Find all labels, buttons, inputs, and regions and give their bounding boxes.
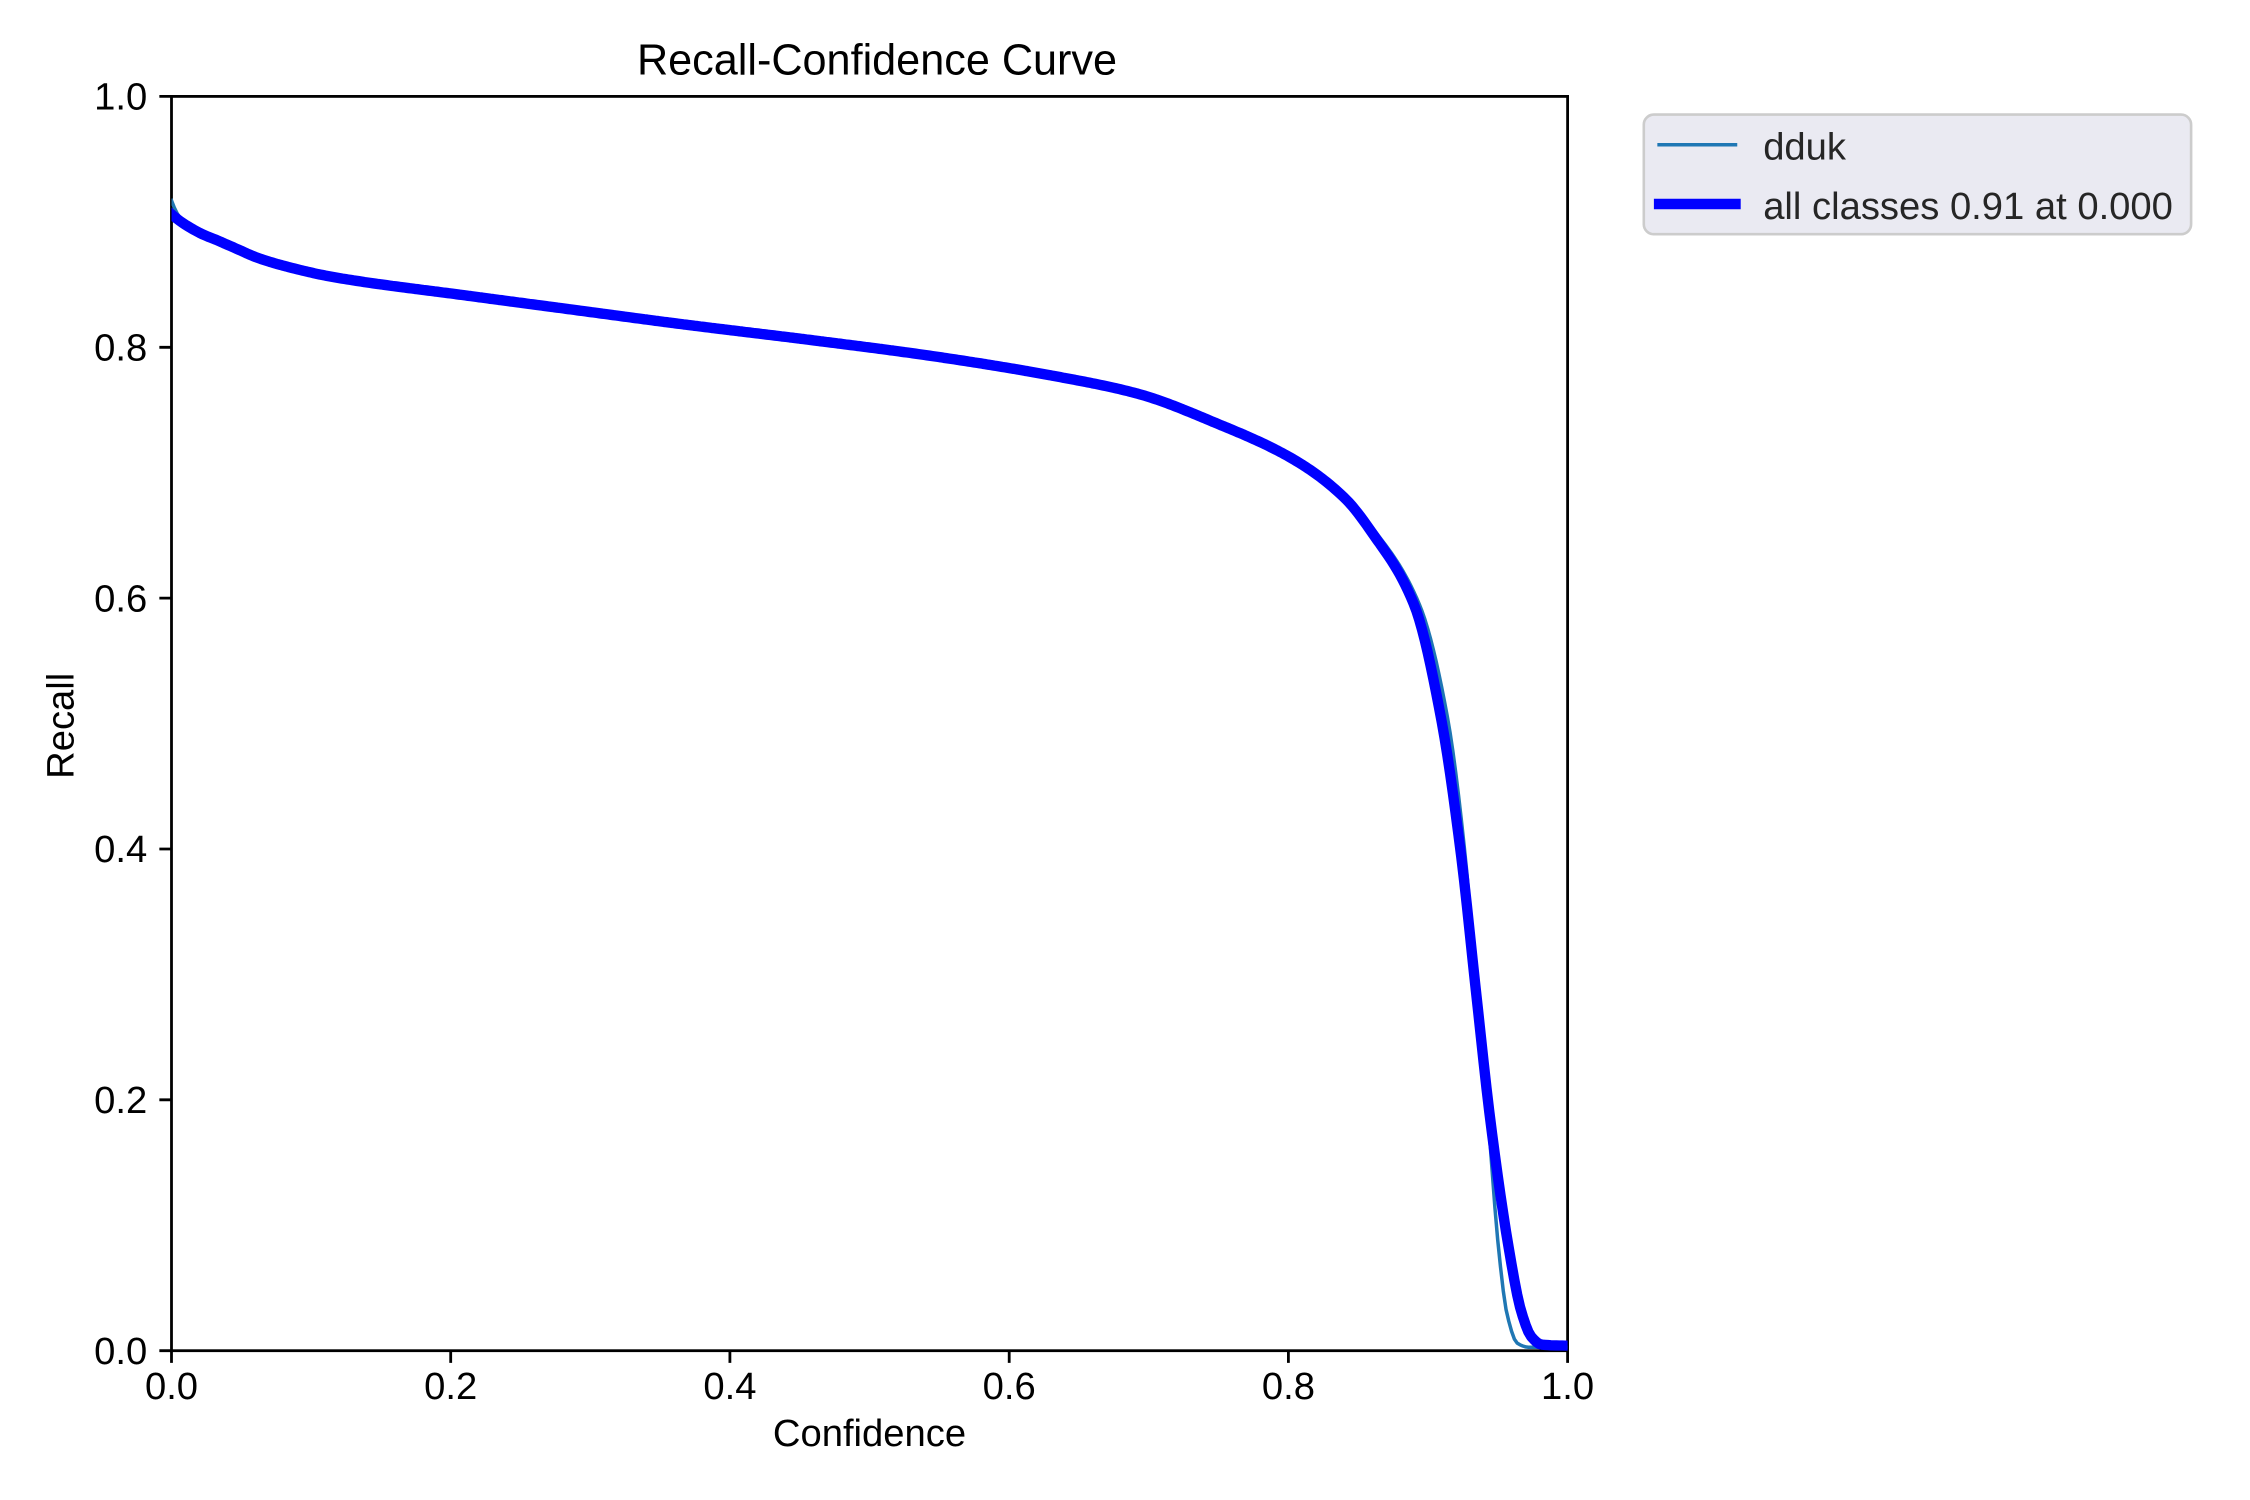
svg-text:0.2: 0.2 — [424, 1365, 477, 1408]
svg-text:0.8: 0.8 — [94, 327, 147, 370]
svg-text:0.4: 0.4 — [94, 828, 147, 871]
svg-text:all classes 0.91 at 0.000: all classes 0.91 at 0.000 — [1763, 185, 2173, 228]
svg-text:1.0: 1.0 — [94, 76, 147, 119]
svg-text:0.0: 0.0 — [145, 1365, 198, 1408]
svg-text:1.0: 1.0 — [1541, 1365, 1594, 1408]
svg-text:0.6: 0.6 — [983, 1365, 1036, 1408]
svg-text:0.6: 0.6 — [94, 577, 147, 620]
svg-text:0.4: 0.4 — [703, 1365, 756, 1408]
svg-text:dduk: dduk — [1763, 126, 1847, 169]
svg-text:0.2: 0.2 — [94, 1079, 147, 1122]
svg-text:0.0: 0.0 — [94, 1330, 147, 1373]
svg-text:0.8: 0.8 — [1262, 1365, 1315, 1408]
svg-text:Recall: Recall — [40, 673, 83, 779]
svg-text:Confidence: Confidence — [773, 1412, 966, 1455]
svg-text:Recall-Confidence Curve: Recall-Confidence Curve — [637, 37, 1117, 85]
